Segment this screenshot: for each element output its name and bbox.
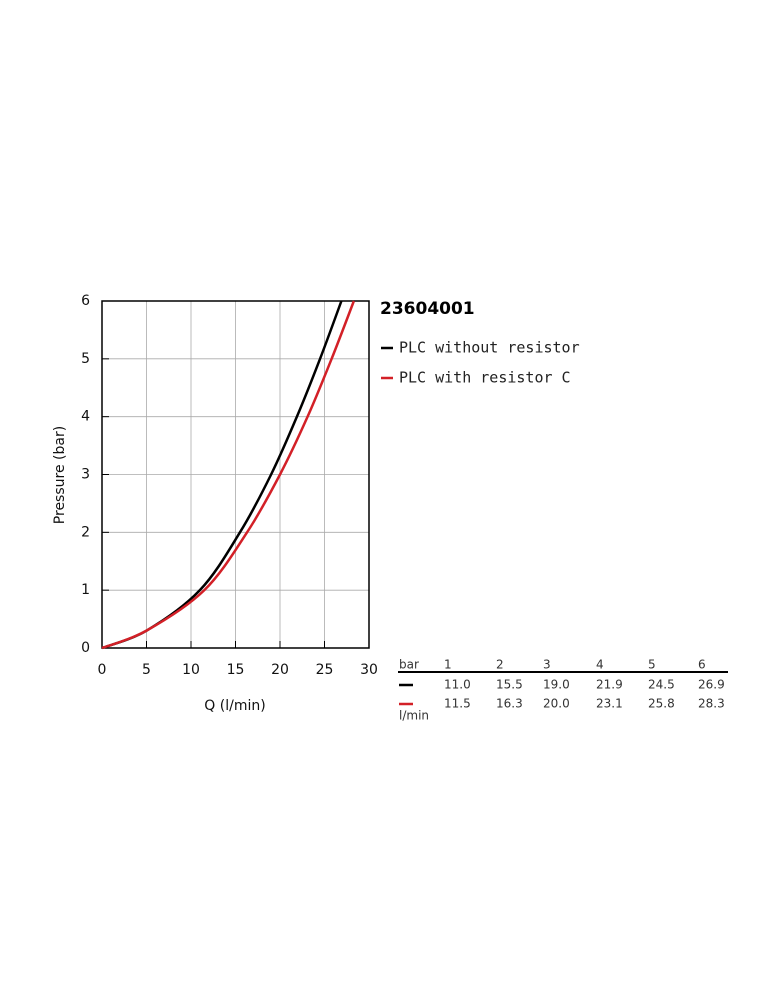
table-header: 5 xyxy=(648,658,656,672)
line-series xyxy=(101,300,356,650)
y-tick-label: 4 xyxy=(81,409,90,425)
table-header: 2 xyxy=(496,658,504,672)
legend-label: PLC without resistor xyxy=(399,339,580,357)
legend-label: PLC with resistor C xyxy=(399,369,571,387)
x-tick-label: 10 xyxy=(182,662,200,678)
y-tick-label: 5 xyxy=(81,351,90,367)
table-cell: 19.0 xyxy=(543,678,570,692)
table-header: 1 xyxy=(444,658,452,672)
y-tick-label: 1 xyxy=(81,582,90,598)
table-cell: 20.0 xyxy=(543,697,570,711)
plot-frame xyxy=(101,300,370,649)
table-cell: 11.0 xyxy=(444,678,471,692)
table-cell: 11.5 xyxy=(444,697,471,711)
table-header: 3 xyxy=(543,658,551,672)
table-corner: bar xyxy=(399,658,419,672)
x-tick-label: 20 xyxy=(271,662,289,678)
y-tick-label: 0 xyxy=(81,640,90,656)
table-cell: 15.5 xyxy=(496,678,523,692)
y-tick-label: 6 xyxy=(81,293,90,309)
x-tick-label: 0 xyxy=(98,662,107,678)
table-cell: 26.9 xyxy=(698,678,725,692)
table-cell: 25.8 xyxy=(648,697,675,711)
table-header: 4 xyxy=(596,658,604,672)
table-cell: 23.1 xyxy=(596,697,623,711)
x-tick-label: 25 xyxy=(316,662,334,678)
y-axis-label: Pressure (bar) xyxy=(52,426,68,524)
y-tick-label: 2 xyxy=(81,524,90,540)
table-cell: 28.3 xyxy=(698,697,725,711)
table-cell: 21.9 xyxy=(596,678,623,692)
x-tick-label: 30 xyxy=(360,662,378,678)
x-tick-label: 5 xyxy=(142,662,151,678)
table-cell: 24.5 xyxy=(648,678,675,692)
x-axis-label: Q (l/min) xyxy=(204,698,265,714)
y-tick-label: 3 xyxy=(81,467,90,483)
chart-title: 23604001 xyxy=(380,299,475,319)
table-header: 6 xyxy=(698,658,706,672)
row-unit: l/min xyxy=(399,709,429,723)
x-tick-label: 15 xyxy=(227,662,245,678)
table-cell: 16.3 xyxy=(496,697,523,711)
